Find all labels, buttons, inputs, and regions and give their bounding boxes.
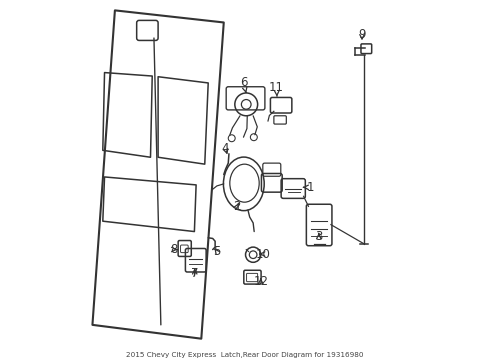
Text: 3: 3: [314, 230, 322, 243]
Text: 5: 5: [213, 245, 220, 258]
Text: 1: 1: [303, 181, 313, 194]
Text: 7: 7: [191, 266, 198, 279]
Text: 6: 6: [239, 76, 247, 93]
Text: 10: 10: [255, 248, 270, 261]
Text: 11: 11: [268, 81, 284, 96]
Text: 2: 2: [233, 200, 240, 213]
Text: 8: 8: [170, 243, 177, 256]
Text: 2015 Chevy City Express  Latch,Rear Door Diagram for 19316980: 2015 Chevy City Express Latch,Rear Door …: [125, 352, 363, 358]
Text: 12: 12: [253, 275, 268, 288]
Text: 9: 9: [358, 28, 365, 41]
Text: 4: 4: [221, 142, 229, 155]
